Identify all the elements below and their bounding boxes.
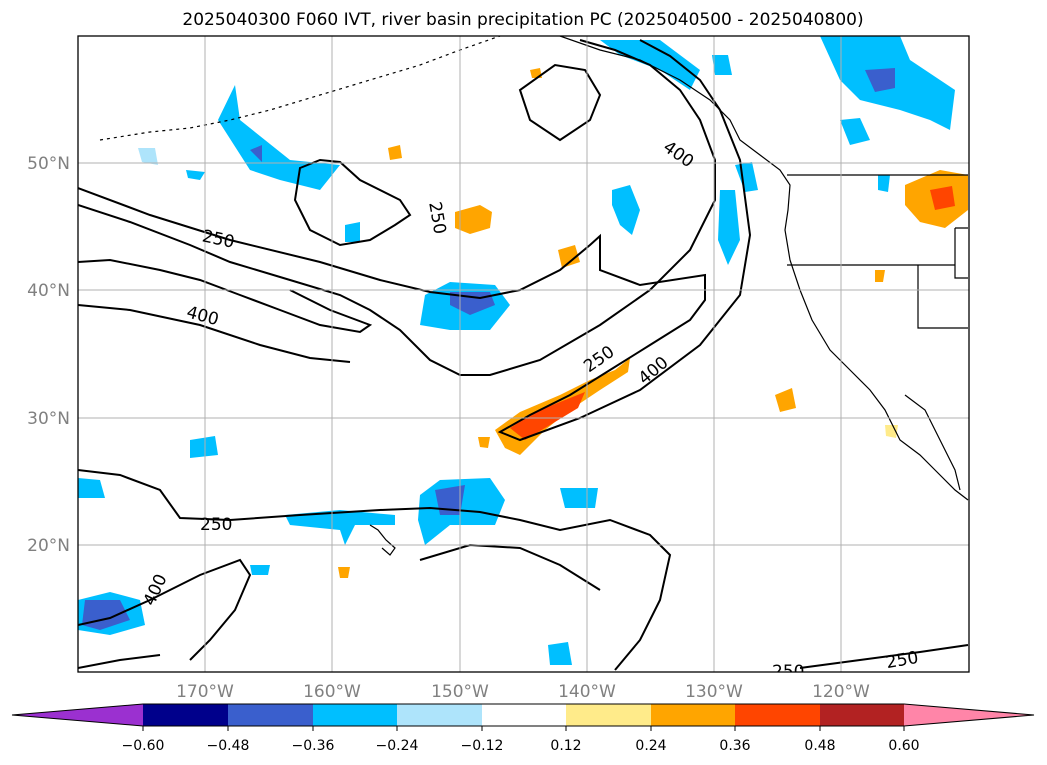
colorbar-tick-label: −0.60	[122, 738, 165, 754]
colorbar-ticks	[142, 726, 905, 731]
pc-area-negative	[865, 68, 895, 92]
colorbar-segment	[820, 704, 904, 726]
pc-area-negative	[285, 510, 395, 545]
colorbar-segment	[313, 704, 397, 726]
colorbar-tick-label: 0.24	[635, 738, 666, 754]
pc-area-positive	[338, 567, 350, 578]
contour-label: 250	[885, 648, 920, 673]
pc-area-negative	[718, 190, 740, 265]
contour-250	[78, 469, 672, 671]
contour-400	[78, 558, 252, 661]
contour-400	[78, 304, 351, 363]
lon-label: 170°W	[176, 682, 234, 702]
contour-250	[799, 644, 969, 669]
ivt-contours	[78, 39, 969, 671]
pc-area-positive	[455, 205, 492, 234]
lon-label: 150°W	[431, 682, 489, 702]
colorbar: −0.60 −0.48 −0.36 −0.24 −0.12 0.12 0.24 …	[11, 703, 1035, 754]
longitude-labels: 170°W 160°W 150°W 140°W 130°W 120°W	[176, 682, 870, 702]
colorbar-tick-label: −0.12	[461, 738, 504, 754]
contour-label: 250	[772, 662, 804, 682]
contour-250	[518, 63, 602, 142]
pc-area-negative	[78, 478, 105, 498]
contour-250	[78, 39, 752, 442]
colorbar-under-triangle	[12, 704, 143, 726]
contour-label: 400	[140, 571, 172, 609]
lat-label: 30°N	[27, 409, 70, 429]
colorbar-segment	[143, 704, 228, 726]
pc-area-negative	[878, 175, 890, 192]
colorbar-tick-label: 0.12	[550, 738, 581, 754]
contour-label: 400	[635, 353, 673, 389]
map-area: 250 250 400 400 250 400 250 400 250 250	[78, 36, 969, 682]
hawaii	[369, 524, 396, 556]
lon-label: 130°W	[685, 682, 743, 702]
contour-250	[293, 158, 412, 247]
lat-label: 40°N	[27, 281, 70, 301]
pc-area-negative	[345, 222, 360, 242]
lon-label: 140°W	[558, 682, 616, 702]
colorbar-tick-label: 0.48	[804, 738, 835, 754]
pc-area-negative	[560, 488, 598, 508]
colorbar-segment	[735, 704, 820, 726]
contour-label: 250	[424, 200, 449, 235]
colorbar-segment	[397, 704, 482, 726]
lat-label: 50°N	[27, 154, 70, 174]
pc-area-negative	[840, 118, 870, 145]
colorbar-tick-label: −0.48	[207, 738, 250, 754]
pc-area-positive	[388, 145, 402, 160]
colorbar-tick-label: −0.24	[376, 738, 419, 754]
colorbar-segment	[482, 704, 566, 726]
pc-area-negative	[612, 185, 640, 235]
pc-area-negative	[250, 145, 262, 162]
pc-area-negative	[138, 148, 158, 165]
contour-label: 400	[184, 302, 221, 330]
map-title: 2025040300 F060 IVT, river basin precipi…	[182, 10, 863, 30]
map-frame	[77, 35, 970, 673]
lon-label: 120°W	[812, 682, 870, 702]
latitude-labels: 50°N 40°N 30°N 20°N	[27, 154, 70, 556]
contour-label: 250	[200, 515, 232, 535]
north-america-coast	[559, 36, 969, 501]
baja-peninsula	[904, 394, 961, 491]
pc-area-negative	[218, 85, 340, 190]
lat-label: 20°N	[27, 536, 70, 556]
contour-400	[78, 258, 373, 334]
pc-area-positive	[875, 270, 885, 282]
pc-area-positive	[930, 186, 955, 210]
contour-label: 250	[200, 226, 236, 252]
lon-label: 160°W	[303, 682, 361, 702]
colorbar-segment	[228, 704, 313, 726]
pc-area-positive	[558, 245, 580, 268]
aleutian-islands	[99, 36, 501, 141]
contour-250	[419, 543, 601, 591]
colorbar-segment	[566, 704, 651, 726]
pc-area-negative	[735, 162, 758, 192]
pc-area-negative	[548, 642, 572, 665]
coastlines	[99, 36, 969, 556]
pc-area-positive	[510, 392, 585, 440]
colorbar-tick-labels: −0.60 −0.48 −0.36 −0.24 −0.12 0.12 0.24 …	[122, 738, 920, 754]
graticule	[78, 36, 969, 672]
colorbar-over-triangle	[904, 704, 1034, 726]
pc-area-negative	[435, 485, 465, 515]
colorbar-tick-label: 0.60	[888, 738, 919, 754]
pc-area-positive	[775, 388, 796, 412]
pc-area-negative	[190, 436, 218, 458]
pc-area-positive	[478, 437, 490, 448]
pc-area-negative	[186, 170, 205, 180]
contour-400	[78, 39, 716, 376]
colorbar-tick-label: −0.36	[292, 738, 335, 754]
pc-area-negative	[712, 55, 732, 75]
pc-area-negative	[250, 565, 270, 575]
colorbar-segment	[651, 704, 735, 726]
contour-label: 400	[659, 137, 697, 172]
contour-250	[78, 654, 161, 669]
colorbar-tick-label: 0.36	[719, 738, 750, 754]
state-borders	[787, 174, 968, 329]
